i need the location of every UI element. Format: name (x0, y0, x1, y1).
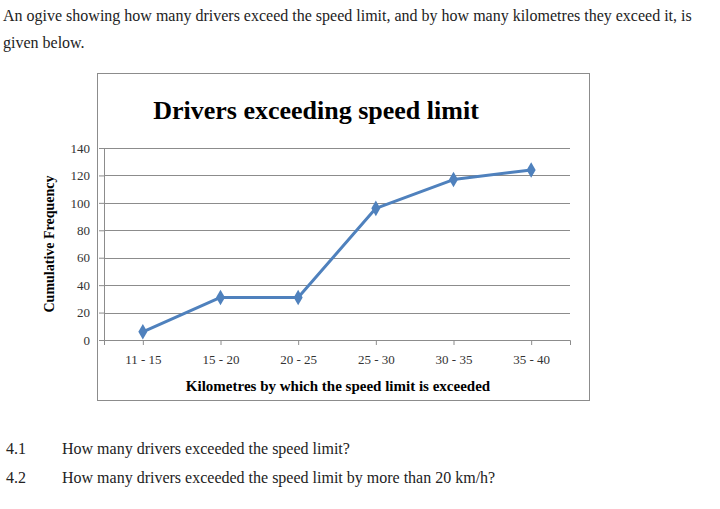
question-number: 4.1 (6, 440, 62, 458)
data-point (371, 201, 380, 217)
grid-line (104, 258, 570, 259)
y-tick: 100 (71, 196, 105, 211)
grid-line (104, 230, 570, 231)
grid-line (104, 148, 570, 149)
y-tick-mark (99, 230, 104, 231)
y-tick-label: 0 (84, 333, 91, 348)
x-tick-mark (298, 340, 299, 345)
data-point (527, 162, 536, 178)
y-tick: 140 (71, 141, 105, 156)
x-tick: 20 - 25 (280, 340, 317, 367)
y-tick-mark (99, 258, 104, 259)
y-tick: 60 (77, 250, 104, 265)
chart-title: Drivers exceeding speed limit (153, 96, 479, 125)
question-text: How many drivers exceeded the speed limi… (62, 440, 350, 457)
y-tick-label: 100 (71, 196, 91, 211)
x-tick-mark (221, 340, 222, 345)
y-tick-label: 20 (77, 305, 90, 320)
x-tick-label: 25 - 30 (358, 352, 395, 367)
y-tick: 120 (71, 168, 105, 183)
x-tick-label: 11 - 15 (125, 352, 161, 367)
x-axis: 11 - 15 15 - 20 20 - 25 25 - 30 30 - 35 35 - … (105, 340, 571, 367)
y-tick-label: 80 (77, 223, 90, 238)
grid-line (104, 285, 570, 286)
x-tick-mark (376, 340, 377, 345)
x-axis-title: Kilometres by which the speed limit is e… (186, 378, 491, 394)
y-tick-label: 120 (71, 168, 91, 183)
y-tick: 40 (77, 278, 104, 293)
data-point (294, 290, 303, 306)
plot-area (138, 162, 535, 339)
grid-line (104, 203, 570, 204)
question: 4.1How many drivers exceeded the speed l… (6, 440, 350, 458)
y-axis-title: Cumulative Frequency (42, 175, 57, 312)
x-tick-label: 35 - 40 (513, 352, 550, 367)
question-text: How many drivers exceeded the speed limi… (62, 469, 495, 486)
x-tick-label: 15 - 20 (203, 352, 240, 367)
grid (104, 149, 570, 341)
intro-text: An ogive showing how many drivers exceed… (3, 2, 715, 56)
x-axis-line (105, 341, 571, 346)
y-tick: 0 (84, 333, 105, 348)
x-tick: 25 - 30 (358, 340, 395, 367)
x-tick: 11 - 15 (125, 340, 161, 367)
x-tick: 15 - 20 (203, 340, 240, 367)
question-number: 4.2 (6, 469, 62, 487)
chart: Drivers exceeding speed limit 0 20 40 60 80 10… (0, 0, 720, 509)
y-tick-label: 60 (77, 250, 90, 265)
x-tick-mark (143, 340, 144, 345)
y-tick-mark (99, 203, 104, 204)
y-tick-mark (99, 313, 104, 314)
y-tick-mark (99, 285, 104, 286)
y-tick-mark (99, 148, 104, 149)
x-tick: 30 - 35 (436, 340, 473, 367)
question: 4.2How many drivers exceeded the speed l… (6, 469, 495, 487)
y-tick-label: 140 (71, 141, 91, 156)
y-tick: 20 (77, 305, 104, 320)
y-tick-label: 40 (77, 278, 90, 293)
x-tick-label: 30 - 35 (436, 352, 473, 367)
data-point (216, 290, 225, 306)
y-axis-line (99, 149, 105, 341)
y-tick: 80 (77, 223, 104, 238)
y-axis: 0 20 40 60 80 100 120 140 (71, 141, 105, 348)
x-tick-mark (454, 340, 455, 345)
data-point (138, 324, 147, 340)
y-tick-mark (99, 340, 104, 341)
x-tick-mark (531, 340, 532, 345)
y-tick-mark (99, 175, 104, 176)
x-tick: 35 - 40 (513, 340, 550, 367)
data-line (143, 170, 531, 332)
chart-frame (98, 74, 590, 401)
x-tick-label: 20 - 25 (280, 352, 317, 367)
grid-line (104, 313, 570, 314)
data-point (449, 172, 458, 188)
